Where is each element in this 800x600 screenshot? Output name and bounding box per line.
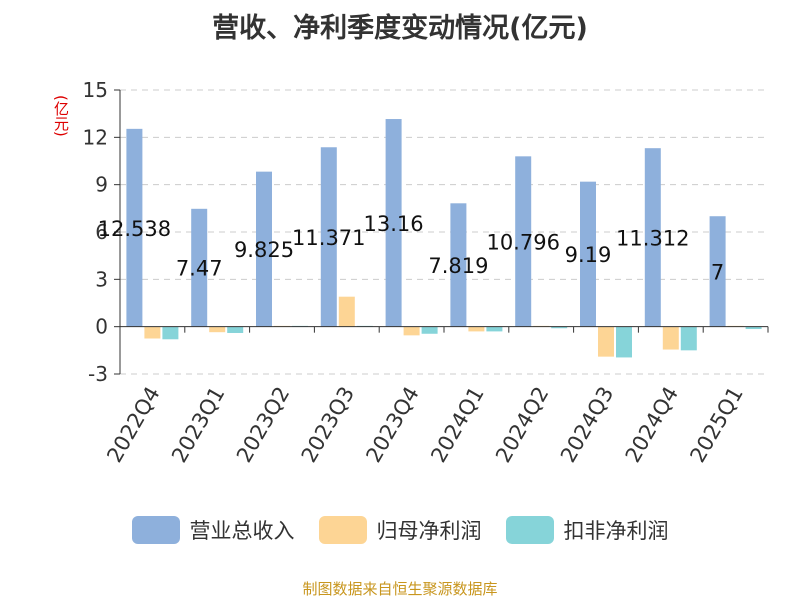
y-tick-label: 9	[95, 173, 108, 197]
y-tick-label: 0	[95, 315, 108, 339]
bar	[468, 326, 485, 332]
legend-item-net-profit[interactable]: 归母净利润	[318, 515, 482, 545]
bar	[144, 326, 161, 339]
bar	[162, 326, 179, 340]
bar	[616, 326, 632, 358]
bar	[486, 326, 503, 332]
bar	[421, 326, 438, 334]
data-label: 9.825	[234, 238, 294, 262]
y-tick-label: 6	[95, 220, 108, 244]
y-tick-label: 3	[95, 267, 108, 291]
legend-swatch-deducted-profit	[505, 516, 554, 544]
data-label: 11.312	[616, 226, 689, 250]
legend-label-deducted-profit: 扣非净利润	[563, 519, 669, 543]
bar	[598, 326, 614, 357]
bar	[209, 326, 226, 333]
data-label: 7.819	[428, 254, 488, 278]
x-tick-label: 2023Q2	[232, 383, 294, 467]
bar	[385, 119, 402, 327]
bar	[709, 216, 726, 327]
bar	[580, 181, 596, 327]
data-label: 13.16	[364, 212, 424, 236]
x-tick-label: 2024Q2	[491, 383, 553, 467]
data-source-note: 制图数据来自恒生聚源数据库	[302, 580, 498, 598]
bar	[227, 326, 244, 333]
x-tick-label: 2024Q3	[556, 383, 618, 467]
bar	[256, 171, 272, 327]
x-tick-label: 2023Q1	[167, 383, 229, 467]
x-tick-label: 2022Q4	[102, 383, 164, 467]
legend-item-revenue[interactable]: 营业总收入	[131, 515, 295, 545]
bar	[338, 296, 355, 327]
bar	[515, 156, 532, 327]
x-tick-label: 2023Q3	[297, 383, 359, 467]
y-axis-label: (亿元)	[52, 95, 70, 137]
data-label: 12.538	[98, 217, 171, 241]
bar	[644, 148, 661, 327]
data-label: 7.47	[176, 257, 223, 281]
data-label: 9.19	[565, 243, 612, 267]
x-tick-label: 2023Q4	[361, 383, 423, 467]
data-label: 11.371	[292, 226, 365, 250]
bar	[680, 326, 697, 351]
bar	[403, 326, 420, 336]
legend: 营业总收入 归母净利润 扣非净利润	[0, 515, 800, 545]
x-tick-label: 2024Q1	[426, 383, 488, 467]
legend-item-deducted-profit[interactable]: 扣非净利润	[505, 515, 669, 545]
y-tick-label: -3	[88, 362, 108, 386]
legend-swatch-revenue	[131, 516, 180, 544]
bar	[191, 208, 208, 327]
y-tick-label: 12	[83, 125, 108, 149]
data-label: 10.796	[486, 230, 559, 254]
bar	[551, 326, 568, 329]
bar	[450, 203, 467, 327]
y-tick-label: 15	[83, 78, 108, 102]
legend-swatch-net-profit	[318, 516, 367, 544]
x-tick-label: 2025Q1	[685, 383, 747, 467]
bar	[320, 147, 337, 327]
x-tick-label: 2024Q4	[621, 383, 683, 467]
chart-title: 营收、净利季度变动情况(亿元)	[212, 13, 588, 44]
bar	[745, 326, 762, 330]
bar	[126, 128, 143, 327]
bar	[662, 326, 679, 350]
data-label: 7	[711, 260, 724, 284]
legend-label-revenue: 营业总收入	[189, 519, 295, 543]
legend-label-net-profit: 归母净利润	[376, 519, 482, 543]
